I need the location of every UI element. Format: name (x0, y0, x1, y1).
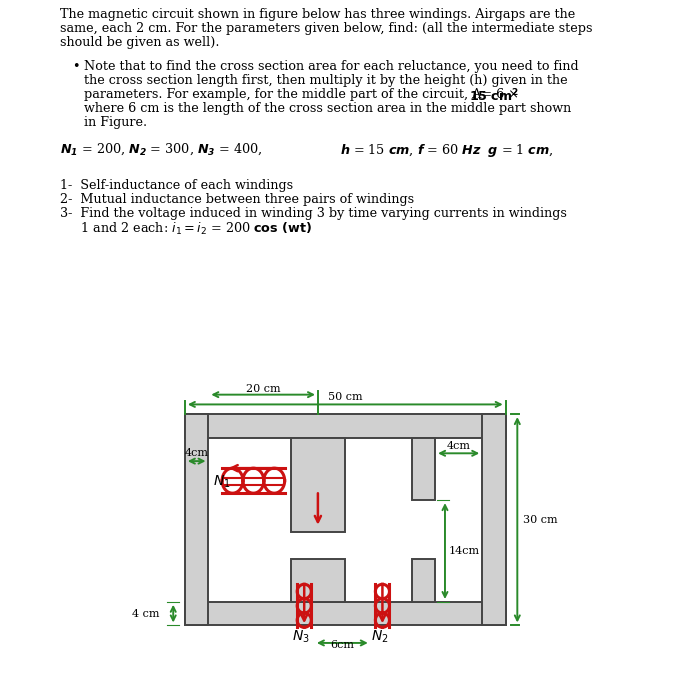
Text: 1 and 2 each: $i_1 = i_2$ = 200 $\mathbf{cos}$ $\mathbf{(wt)}$: 1 and 2 each: $i_1 = i_2$ = 200 $\mathbf… (60, 221, 312, 237)
Bar (412, 559, 435, 602)
Text: 14cm: 14cm (449, 546, 480, 556)
Text: 3-  Find the voltage induced in winding 3 by time varying currents in windings: 3- Find the voltage induced in winding 3… (60, 207, 567, 220)
Text: 50 cm: 50 cm (328, 392, 363, 402)
Bar (290, 438, 345, 531)
Text: same, each 2 cm. For the parameters given below, find: (all the intermediate ste: same, each 2 cm. For the parameters give… (60, 22, 592, 35)
Text: 4cm: 4cm (447, 441, 470, 451)
Text: 30 cm: 30 cm (523, 515, 558, 524)
Text: should be given as well).: should be given as well). (60, 36, 220, 49)
Text: 20 cm: 20 cm (246, 384, 281, 394)
Bar (482, 414, 505, 625)
Text: 4cm: 4cm (185, 448, 209, 458)
Text: 2-  Mutual inductance between three pairs of windings: 2- Mutual inductance between three pairs… (60, 194, 414, 207)
Text: parameters. For example, for the middle part of the circuit, A= 6 ×: parameters. For example, for the middle … (84, 88, 523, 101)
Text: $N_2$: $N_2$ (371, 628, 388, 644)
Text: $\mathbf{15\ cm^2}$: $\mathbf{15\ cm^2}$ (469, 88, 519, 104)
Text: Note that to find the cross section area for each reluctance, you need to find: Note that to find the cross section area… (84, 60, 579, 73)
Bar (185, 414, 505, 438)
Bar (290, 559, 345, 602)
Text: the cross section length first, then multiply it by the height (h) given in the: the cross section length first, then mul… (84, 74, 568, 87)
Text: $\bfit{N}_1$ = 200, $\bfit{N}_2$ = 300, $\bfit{N}_3$ = 400,: $\bfit{N}_1$ = 200, $\bfit{N}_2$ = 300, … (60, 142, 262, 157)
Text: 4 cm: 4 cm (132, 608, 160, 619)
Text: 1-  Self-inductance of each windings: 1- Self-inductance of each windings (60, 179, 293, 192)
Bar (185, 602, 505, 625)
Text: $\bfit{h}$ = 15 $\bfit{cm}$, $\bfit{f}$ = 60 $\bfit{Hz}$  $\bfit{g}$ = 1 $\bfit{: $\bfit{h}$ = 15 $\bfit{cm}$, $\bfit{f}$ … (340, 142, 554, 158)
Text: The magnetic circuit shown in figure below has three windings. Airgaps are the: The magnetic circuit shown in figure bel… (60, 8, 575, 21)
Text: •: • (72, 60, 80, 73)
Bar (185, 414, 209, 625)
Text: $N_1$: $N_1$ (213, 473, 231, 490)
Text: in Figure.: in Figure. (84, 116, 147, 129)
Text: $N_3$: $N_3$ (293, 628, 310, 644)
Text: 6cm: 6cm (330, 640, 354, 649)
Text: where 6 cm is the length of the cross section area in the middle part shown: where 6 cm is the length of the cross se… (84, 102, 571, 115)
Bar (412, 438, 435, 500)
